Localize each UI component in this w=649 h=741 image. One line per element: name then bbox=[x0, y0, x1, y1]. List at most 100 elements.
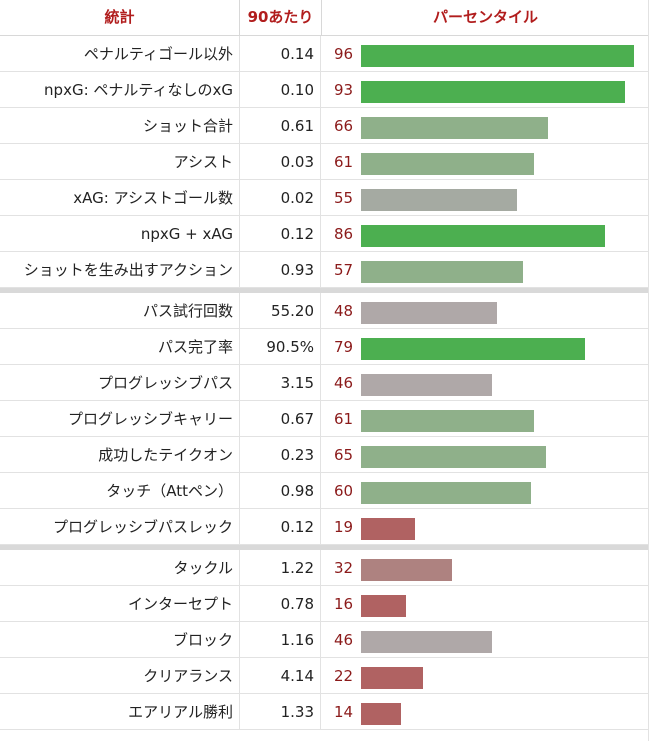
per90-value: 0.10 bbox=[239, 71, 321, 108]
table-row: npxG + xAG 0.12 86 bbox=[0, 215, 649, 252]
stat-label: アシスト bbox=[173, 152, 233, 171]
stat-label: npxG + xAG bbox=[140, 224, 233, 243]
percentile-bar bbox=[361, 445, 546, 468]
percentile-cell: 60 bbox=[321, 473, 649, 509]
percentile-bar bbox=[361, 337, 585, 360]
table-row: プログレッシブパス 3.15 46 bbox=[0, 364, 649, 401]
percentile-value: 57 bbox=[334, 260, 354, 279]
table-row: ペナルティゴール以外 0.14 96 bbox=[0, 35, 649, 72]
header-per90[interactable]: 90あたり bbox=[239, 0, 321, 35]
percentile-value: 65 bbox=[334, 445, 354, 464]
percentile-bar bbox=[361, 44, 634, 67]
table-row: クリアランス 4.14 22 bbox=[0, 657, 649, 694]
percentile-value: 19 bbox=[334, 517, 354, 536]
table-row: プログレッシブキャリー 0.67 61 bbox=[0, 400, 649, 437]
stat-label: ペナルティゴール以外 bbox=[83, 44, 233, 63]
percentile-value: 46 bbox=[334, 373, 354, 392]
stat-label: パス完了率 bbox=[157, 337, 233, 356]
percentile-cell: 46 bbox=[321, 622, 649, 658]
percentile-value: 32 bbox=[334, 558, 354, 577]
table-row: タックル 1.22 32 bbox=[0, 549, 649, 586]
group-separator bbox=[0, 288, 649, 293]
per90-value: 0.02 bbox=[239, 179, 321, 216]
percentile-bar bbox=[361, 558, 452, 581]
stat-label: タックル bbox=[173, 558, 233, 577]
percentile-cell: 55 bbox=[321, 180, 649, 216]
percentile-cell: 48 bbox=[321, 293, 649, 329]
percentile-cell: 57 bbox=[321, 252, 649, 288]
percentile-cell: 16 bbox=[321, 586, 649, 622]
per90-value: 0.78 bbox=[239, 585, 321, 622]
percentile-bar bbox=[361, 481, 531, 504]
percentile-value: 60 bbox=[334, 481, 354, 500]
table-header: 統計 90あたり パーセンタイル bbox=[0, 0, 649, 36]
table-row: ブロック 1.16 46 bbox=[0, 621, 649, 658]
percentile-value: 96 bbox=[334, 44, 354, 63]
percentile-value: 61 bbox=[334, 409, 354, 428]
per90-value: 1.33 bbox=[239, 693, 321, 730]
per90-value: 0.93 bbox=[239, 251, 321, 288]
per90-value: 3.15 bbox=[239, 364, 321, 401]
percentile-value: 16 bbox=[334, 594, 354, 613]
stat-label: タッチ（Attペン） bbox=[106, 481, 233, 500]
percentile-cell: 46 bbox=[321, 365, 649, 401]
percentile-value: 14 bbox=[334, 702, 354, 721]
table-row: ショットを生み出すアクション 0.93 57 bbox=[0, 251, 649, 288]
table-row: パス試行回数 55.20 48 bbox=[0, 292, 649, 329]
table-row: インターセプト 0.78 16 bbox=[0, 585, 649, 622]
stat-label: ショットを生み出すアクション bbox=[23, 260, 233, 279]
percentile-cell: 22 bbox=[321, 658, 649, 694]
per90-value: 4.14 bbox=[239, 657, 321, 694]
percentile-cell: 61 bbox=[321, 144, 649, 180]
percentile-bar bbox=[361, 260, 523, 283]
per90-value: 1.22 bbox=[239, 549, 321, 586]
table-row: プログレッシブパスレック 0.12 19 bbox=[0, 508, 649, 545]
per90-value: 1.16 bbox=[239, 621, 321, 658]
percentile-bar bbox=[361, 301, 497, 324]
per90-value: 0.12 bbox=[239, 215, 321, 252]
header-percentile[interactable]: パーセンタイル bbox=[321, 0, 649, 35]
per90-value: 0.98 bbox=[239, 472, 321, 509]
percentile-cell: 65 bbox=[321, 437, 649, 473]
percentile-bar bbox=[361, 702, 401, 725]
stat-label: プログレッシブパスレック bbox=[52, 517, 233, 536]
percentile-bar bbox=[361, 594, 406, 617]
percentile-cell: 61 bbox=[321, 401, 649, 437]
stat-label: プログレッシブパス bbox=[97, 373, 233, 392]
percentile-value: 93 bbox=[334, 80, 354, 99]
stat-label: クリアランス bbox=[143, 666, 233, 685]
per90-value: 55.20 bbox=[239, 292, 321, 329]
table-row: npxG: ペナルティなしのxG 0.10 93 bbox=[0, 71, 649, 108]
percentile-value: 86 bbox=[334, 224, 354, 243]
percentile-cell: 14 bbox=[321, 694, 649, 730]
per90-value: 0.03 bbox=[239, 143, 321, 180]
header-stat[interactable]: 統計 bbox=[104, 8, 135, 26]
percentile-cell: 19 bbox=[321, 509, 649, 545]
stat-label: プログレッシブキャリー bbox=[67, 409, 233, 428]
table-row: xAG: アシストゴール数 0.02 55 bbox=[0, 179, 649, 216]
table-body: ペナルティゴール以外 0.14 96 npxG: ペナルティなしのxG 0.10 93 ショ… bbox=[0, 35, 649, 730]
percentile-bar bbox=[361, 80, 625, 103]
table-row: エアリアル勝利 1.33 14 bbox=[0, 693, 649, 730]
percentile-bar bbox=[361, 409, 534, 432]
stat-label: パス試行回数 bbox=[142, 301, 233, 320]
stat-label: 成功したテイクオン bbox=[98, 445, 233, 464]
table-row: タッチ（Attペン） 0.98 60 bbox=[0, 472, 649, 509]
table-row: パス完了率 90.5% 79 bbox=[0, 328, 649, 365]
percentile-bar bbox=[361, 152, 534, 175]
percentile-value: 22 bbox=[334, 666, 354, 685]
group-separator bbox=[0, 545, 649, 550]
per90-value: 90.5% bbox=[239, 328, 321, 365]
percentile-value: 46 bbox=[334, 630, 354, 649]
per90-value: 0.23 bbox=[239, 436, 321, 473]
table-row: アシスト 0.03 61 bbox=[0, 143, 649, 180]
percentile-bar bbox=[361, 116, 548, 139]
percentile-cell: 96 bbox=[321, 36, 649, 72]
percentile-cell: 79 bbox=[321, 329, 649, 365]
percentile-bar bbox=[361, 666, 423, 689]
percentile-bar bbox=[361, 188, 517, 211]
stat-label: インターセプト bbox=[127, 594, 233, 613]
table-row: ショット合計 0.61 66 bbox=[0, 107, 649, 144]
stat-label: ブロック bbox=[172, 630, 233, 649]
